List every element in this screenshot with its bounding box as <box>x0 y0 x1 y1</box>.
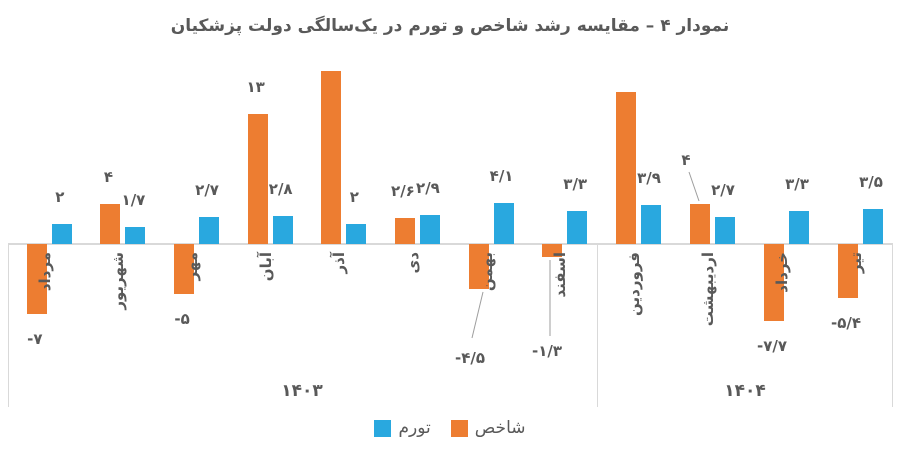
data-label-index-3: ۱۳ <box>246 78 265 96</box>
bar-inflation-8 <box>641 205 661 244</box>
month-label-text: اسفند <box>551 252 570 298</box>
year-label-1403: ۱۴۰۳ <box>281 381 323 401</box>
data-label-inflation-7: ۳/۳ <box>563 175 588 193</box>
bar-inflation-10 <box>789 211 809 244</box>
bar-inflation-3 <box>272 216 293 244</box>
data-label-inflation-2: ۲/۷ <box>195 181 219 199</box>
data-label-inflation-3: ۲/۸ <box>268 180 293 198</box>
bar-index-8 <box>616 92 636 244</box>
month-label-text: تیر <box>847 252 865 274</box>
data-label-index-11: -۵/۴ <box>830 314 862 332</box>
inflation-swatch-icon <box>374 419 392 437</box>
data-label-index-1: ۴ <box>103 168 114 186</box>
data-label-inflation-5: ۲/۹ <box>416 179 440 197</box>
index-swatch-icon <box>450 419 468 437</box>
month-label-text: خرداد <box>773 252 791 293</box>
month-label-text: مهر <box>183 252 202 281</box>
bar-inflation-0 <box>51 224 72 244</box>
bar-inflation-4 <box>346 224 367 244</box>
legend-item-index: شاخص <box>450 418 526 438</box>
year-label-1404: ۱۴۰۴ <box>724 381 766 401</box>
month-label-text: مرداد <box>36 252 54 291</box>
bar-inflation-5 <box>419 215 440 244</box>
data-label-index-5: ۲/۶ <box>391 182 415 200</box>
bar-inflation-7 <box>567 211 588 244</box>
data-label-inflation-6: ۴/۱ <box>489 167 514 185</box>
bar-inflation-2 <box>199 217 220 244</box>
legend-item-inflation: تورم <box>374 418 431 438</box>
data-label-index-6: -۴/۵ <box>454 349 486 367</box>
bar-index-11 <box>838 244 858 298</box>
bar-index-1 <box>100 204 121 244</box>
axis-end-line <box>892 244 893 407</box>
data-label-index-10: -۷/۷ <box>756 337 788 355</box>
month-label-text: شهریور <box>109 252 128 310</box>
month-label-text: آذر <box>330 252 349 274</box>
month-label-text: دی <box>403 252 422 274</box>
data-label-inflation-11: ۳/۵ <box>859 173 883 191</box>
bar-index-6 <box>468 244 489 289</box>
label-leader-line-9 <box>688 171 700 202</box>
data-label-inflation-8: ۳/۹ <box>637 169 661 187</box>
month-label-text: فروردین <box>625 252 643 316</box>
bar-inflation-9 <box>715 217 735 244</box>
data-label-index-2: -۵ <box>174 310 190 328</box>
month-label-text: اردیبهشت <box>699 252 717 327</box>
bar-index-9 <box>690 204 710 244</box>
label-leader-line-6 <box>471 291 484 339</box>
legend-label-index: شاخص <box>474 418 526 438</box>
bar-index-0 <box>26 244 47 314</box>
data-label-index-0: -۷ <box>27 330 43 348</box>
x-axis-zero-line <box>8 243 893 245</box>
axis-start-line <box>8 244 9 407</box>
data-label-inflation-10: ۳/۳ <box>785 175 809 193</box>
data-label-inflation-0: ۲ <box>55 188 65 206</box>
bar-index-2 <box>174 244 195 294</box>
bar-inflation-1 <box>125 227 146 244</box>
bar-inflation-11 <box>863 209 883 244</box>
data-label-inflation-9: ۲/۷ <box>711 181 735 199</box>
month-label-text: آبان <box>256 252 275 282</box>
bar-index-5 <box>394 218 415 244</box>
data-label-inflation-4: ۲ <box>349 188 359 206</box>
data-label-index-7: -۱/۳ <box>531 342 563 360</box>
chart-title: نمودار ۴ – مقایسه رشد شاخص و تورم در یک‌… <box>170 16 730 36</box>
bar-inflation-6 <box>493 203 514 244</box>
bar-index-3 <box>247 114 268 244</box>
bar-index-7 <box>542 244 563 257</box>
legend-label-inflation: تورم <box>398 418 431 438</box>
month-label-text: بهمن <box>478 252 496 291</box>
legend: تورم شاخص <box>0 418 900 438</box>
bar-index-10 <box>764 244 784 321</box>
data-label-inflation-1: ۱/۷ <box>121 191 146 209</box>
bar-index-4 <box>321 71 342 244</box>
year-divider-line <box>597 244 598 407</box>
data-label-index-9: ۴ <box>681 151 691 169</box>
